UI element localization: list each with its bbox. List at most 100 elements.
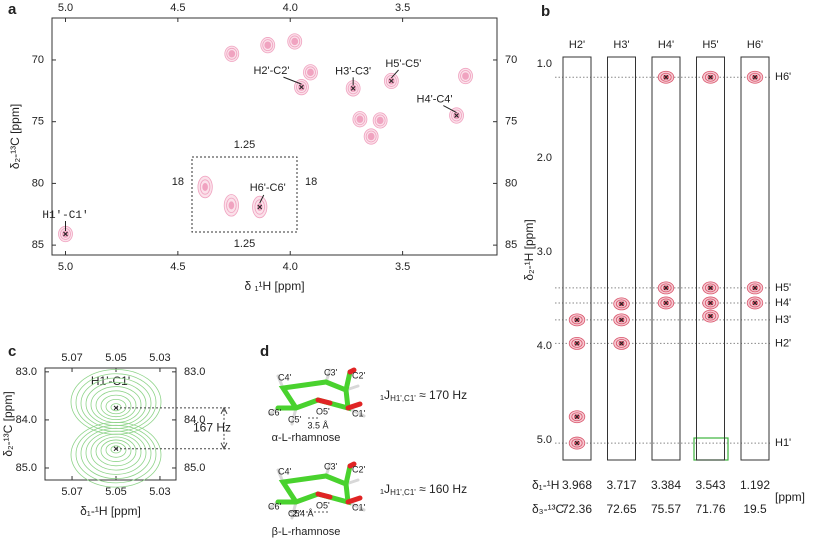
peak [702,281,719,295]
molecule-name: α-L-rhamnose [272,432,341,444]
cross [663,74,669,80]
x-tick-label: 5.0 [58,2,73,14]
contour [90,433,142,471]
cross [454,113,459,118]
strip-label: H4' [658,39,674,51]
atom-label: O5' [316,406,330,416]
strip [562,56,592,461]
contour [105,442,127,458]
peak [702,296,719,310]
distance-label: 3.5 Å [307,420,328,430]
x-tick-label: 4.0 [283,261,298,273]
peak [568,410,586,424]
strip [651,56,681,461]
cross [708,300,713,306]
table-value: 75.57 [651,502,681,516]
atom-label: O5' [316,500,330,510]
peak-label: H6'-C6' [250,182,286,194]
peak [223,194,239,217]
x-tick-label: 3.5 [395,2,410,14]
peak [613,297,630,311]
strip-label: H2' [569,39,585,51]
contour [264,41,272,49]
arrow-head [220,406,228,450]
peak [352,111,368,128]
table-value: 72.36 [562,502,592,516]
cross [63,231,68,237]
coupling-j: ₁J [380,388,390,402]
guide-label: H3' [775,314,791,326]
annotation: 167 Hz [193,420,231,434]
coupling-sub: H1',C1' [390,488,416,497]
contour [228,201,235,210]
peak [568,436,586,450]
peak [287,33,303,50]
peak [363,128,379,145]
peak-label: H2'-C2' [253,65,289,77]
panel-label: d [260,343,269,360]
peak [657,281,675,295]
cross [574,440,580,446]
leader [390,69,399,79]
x-tick-label: 3.5 [395,261,410,273]
atom-label: C2' [352,370,366,380]
table-value: 3.543 [695,478,725,492]
cross [619,301,624,307]
y-tick-label: 85 [505,239,517,251]
peak [657,296,675,310]
table-value: 3.717 [606,478,636,492]
contour [75,424,157,484]
y-tick-label: 75 [505,116,517,128]
strip-label: H5' [702,39,718,51]
atom-label: C1' [352,502,366,512]
atom-label: C4' [278,372,292,382]
contour [291,37,299,46]
contour [105,398,127,415]
table-value: 19.5 [743,502,767,516]
y-tick-label: 80 [32,177,44,189]
y-tick-label: 84.0 [184,414,205,426]
contour [90,386,142,423]
y-axis-label: δ₂-¹³C [ppm] [8,104,22,169]
y-tick-label: 2.0 [537,152,552,164]
panel-label: c [8,343,16,360]
y-tick-label: 3.0 [537,246,552,258]
strip-label: H3' [613,39,629,51]
guide-label: H5' [775,282,791,294]
cross [752,300,758,306]
strip [607,56,636,461]
atom-label: C1' [352,408,366,418]
y-axis-label: δ₂-¹H [ppm] [522,219,536,280]
contour [70,421,162,488]
peak [702,309,719,323]
table-value: 1.192 [740,478,770,492]
y-tick-label: 75 [32,116,44,128]
table-value: 72.65 [606,502,636,516]
peak [568,336,586,350]
peak-label: H1'-C1' [42,210,88,222]
peak [568,313,586,327]
contour [356,115,364,123]
peak [383,72,399,90]
peak [70,421,162,488]
atom-label: C6' [268,501,282,511]
coupling: ₁JH1',C1' ≈ 170 Hz [380,388,467,403]
cross [752,74,758,80]
cross [708,313,713,319]
row-label: δ₁-¹H [532,478,559,492]
table-value: 71.76 [695,502,725,516]
guide-label: H4' [775,297,791,309]
contour [462,72,469,80]
peak [252,195,268,219]
contour [95,390,137,421]
guide-label: H2' [775,337,791,349]
panel-label: b [541,3,550,20]
guide-label: H1' [775,437,791,449]
leader [259,194,265,204]
peak [613,313,630,327]
peak-label: H5'-C5' [385,58,421,70]
leader [283,76,302,85]
peak [260,37,276,54]
y-tick-label: 85.0 [184,462,205,474]
